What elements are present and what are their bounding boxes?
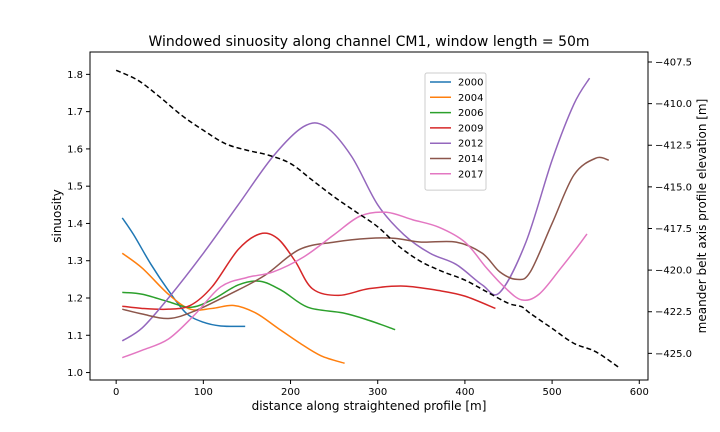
elevation-layer	[115, 69, 621, 369]
x-tick-label: 300	[368, 387, 387, 398]
y-tick-label: 1.8	[67, 70, 83, 81]
x-axis-label: distance along straightened profile [m]	[252, 399, 487, 413]
y2-tick-label: −425.0	[655, 349, 692, 360]
x-tick-label: 200	[281, 387, 300, 398]
y-tick-label: 1.0	[67, 368, 83, 379]
y-tick-label: 1.1	[67, 331, 83, 342]
y2-tick-label: −417.5	[655, 224, 692, 235]
y2-axis-label: meander belt axis profile elevation [m]	[695, 99, 709, 334]
chart-title: Windowed sinuosity along channel CM1, wi…	[148, 34, 589, 50]
plot-area	[90, 52, 648, 380]
x-tick-label: 500	[543, 387, 562, 398]
y2-tick-label: −420.0	[655, 266, 692, 277]
series-line-2004	[121, 252, 345, 364]
y-axis-label: sinuosity	[50, 189, 64, 243]
y-tick-label: 1.4	[67, 219, 83, 230]
y2-tick-label: −407.5	[655, 57, 692, 68]
series-line-2009	[122, 232, 496, 311]
legend-label-2000: 2000	[458, 78, 483, 89]
y2-tick-label: −410.0	[655, 99, 692, 110]
legend: 2000 2004 2006 2009 2012 2014 2017	[424, 72, 487, 191]
legend-label-2004: 2004	[458, 93, 483, 104]
legend-label-2014: 2014	[458, 154, 483, 165]
legend-label-2017: 2017	[458, 169, 483, 180]
x-tick-label: 0	[113, 387, 119, 398]
plot-frame	[89, 51, 649, 381]
series-line-2014	[122, 156, 609, 320]
elevation-profile-line	[115, 69, 621, 369]
x-axis: 0 100 200 300 400 500 600	[113, 380, 649, 398]
x-tick-label: 100	[194, 387, 213, 398]
legend-label-2012: 2012	[458, 139, 483, 150]
y-tick-label: 1.6	[67, 144, 83, 155]
y-tick-label: 1.2	[67, 294, 83, 305]
series-line-2000	[121, 217, 246, 328]
y-tick-label: 1.7	[67, 107, 83, 118]
y-axis: 1.0 1.1 1.2 1.3 1.4 1.5 1.6 1.7 1.8	[67, 70, 90, 379]
y2-tick-label: −412.5	[655, 141, 692, 152]
y2-tick-label: −415.0	[655, 182, 692, 193]
series-line-2017	[121, 211, 588, 359]
legend-label-2006: 2006	[458, 108, 483, 119]
y2-tick-label: −422.5	[655, 307, 692, 318]
legend-label-2009: 2009	[458, 123, 483, 134]
y-tick-label: 1.5	[67, 182, 83, 193]
x-tick-label: 600	[630, 387, 649, 398]
y-tick-label: 1.3	[67, 256, 83, 267]
series-layer	[121, 77, 609, 364]
legend-box	[424, 72, 487, 191]
y2-axis: −425.0 −422.5 −420.0 −417.5 −415.0 −412.5 −410…	[648, 57, 692, 360]
series-line-2012	[121, 77, 591, 342]
x-tick-label: 400	[455, 387, 474, 398]
